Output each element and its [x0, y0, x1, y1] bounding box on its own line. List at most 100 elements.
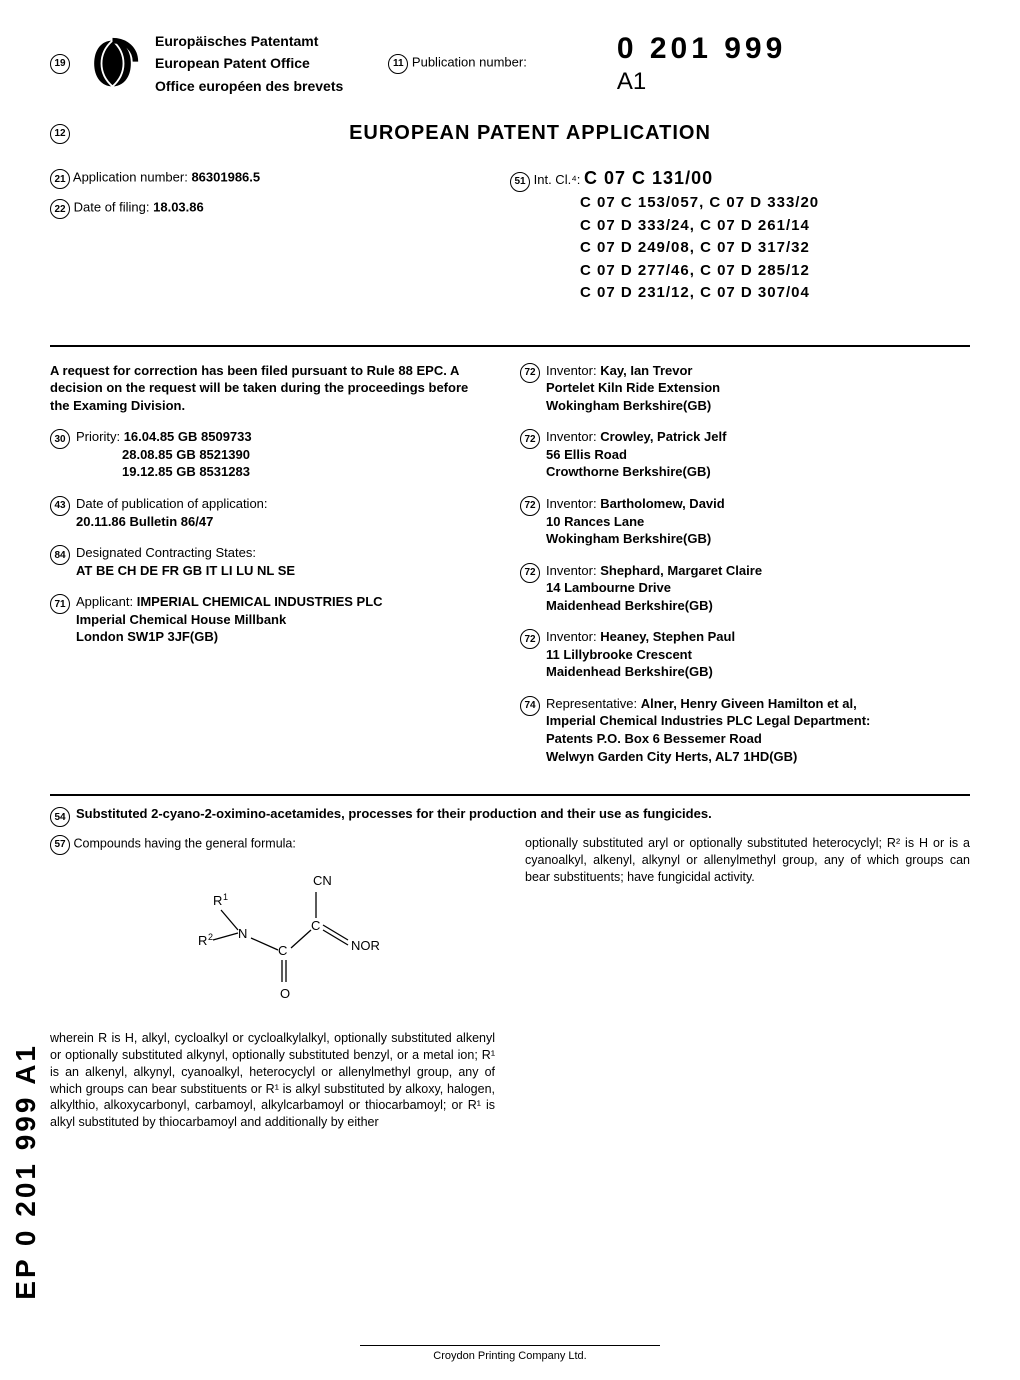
- applicant-addr2: London SW1P 3JF(GB): [76, 629, 218, 644]
- inid-30: 30: [50, 429, 70, 449]
- priority-label: Priority:: [76, 429, 120, 444]
- svg-text:R: R: [198, 933, 207, 948]
- inventor-name-1: Crowley, Patrick Jelf: [600, 429, 726, 444]
- inid-21: 21: [50, 169, 70, 189]
- inid-11: 11: [388, 54, 408, 74]
- inventor-addr1-2: 10 Rances Lane: [546, 514, 644, 529]
- inventor-name-0: Kay, Ian Trevor: [600, 363, 692, 378]
- rep-addr1: Imperial Chemical Industries PLC Legal D…: [546, 713, 870, 728]
- inventor-addr2-3: Maidenhead Berkshire(GB): [546, 598, 713, 613]
- svg-text:R: R: [213, 893, 222, 908]
- svg-text:NOR: NOR: [351, 938, 380, 953]
- priority-2: 19.12.85 GB 8531283: [122, 464, 250, 479]
- inid-12: 12: [50, 124, 70, 144]
- rep-addr2: Patents P.O. Box 6 Bessemer Road: [546, 731, 762, 746]
- ipc-extra-4: C 07 D 231/12, C 07 D 307/04: [580, 282, 970, 305]
- inventor-name-2: Bartholomew, David: [600, 496, 724, 511]
- svg-text:C: C: [278, 943, 287, 958]
- meta-top: 21 Application number: 86301986.5 22 Dat…: [50, 165, 970, 305]
- ipc-extra-3: C 07 D 277/46, C 07 D 285/12: [580, 260, 970, 283]
- svg-text:CN: CN: [313, 873, 332, 888]
- inventor-addr1-3: 14 Lambourne Drive: [546, 580, 671, 595]
- inid-54: 54: [50, 807, 70, 827]
- applicant-label: Applicant:: [76, 594, 133, 609]
- inventor-addr2-4: Maidenhead Berkshire(GB): [546, 664, 713, 679]
- inid-72-2: 72: [520, 496, 540, 516]
- filing-label: Date of filing:: [74, 200, 150, 215]
- inid-72-0: 72: [520, 363, 540, 383]
- inid-19: 19: [50, 54, 70, 74]
- svg-text:2: 2: [208, 932, 213, 942]
- inventor-addr1-1: 56 Ellis Road: [546, 447, 627, 462]
- abstract-columns: 57 Compounds having the general formula:…: [50, 835, 970, 1131]
- rep-addr3: Welwyn Garden City Herts, AL7 1HD(GB): [546, 749, 797, 764]
- inventor-name-3: Shephard, Margaret Claire: [600, 563, 762, 578]
- inid-51: 51: [510, 172, 530, 192]
- abstract-left-text: wherein R is H, alkyl, cycloalkyl or cyc…: [50, 1030, 495, 1131]
- inventor-addr2-2: Wokingham Berkshire(GB): [546, 531, 711, 546]
- inid-72-3: 72: [520, 563, 540, 583]
- inventor-label-2: Inventor:: [546, 496, 597, 511]
- svg-text:N: N: [238, 926, 247, 941]
- app-number: 86301986.5: [191, 170, 260, 185]
- ipc-label: Int. Cl.⁴:: [534, 172, 581, 187]
- kind-code: A1: [617, 68, 786, 96]
- rep-name: Alner, Henry Giveen Hamilton et al,: [641, 696, 857, 711]
- abstract-title: Substituted 2-cyano-2-oximino-acetamides…: [76, 806, 712, 827]
- biblio-block: A request for correction has been filed …: [50, 345, 970, 796]
- office-en: European Patent Office: [155, 52, 343, 74]
- ipc-extra-1: C 07 D 333/24, C 07 D 261/14: [580, 215, 970, 238]
- pubdate-label: Date of publication of application:: [76, 496, 268, 511]
- inid-72-1: 72: [520, 429, 540, 449]
- svg-text:C: C: [311, 918, 320, 933]
- inventor-label-1: Inventor:: [546, 429, 597, 444]
- publication-number: 0 201 999: [617, 32, 786, 66]
- office-de: Europäisches Patentamt: [155, 30, 343, 52]
- rep-label: Representative:: [546, 696, 637, 711]
- applicant-addr1: Imperial Chemical House Millbank: [76, 612, 286, 627]
- inventor-addr2-0: Wokingham Berkshire(GB): [546, 398, 711, 413]
- office-fr: Office européen des brevets: [155, 75, 343, 97]
- inid-74: 74: [520, 696, 540, 716]
- inid-84: 84: [50, 545, 70, 565]
- ipc-extra-2: C 07 D 249/08, C 07 D 317/32: [580, 237, 970, 260]
- publication-row: 11 Publication number: 0 201 999 A1: [388, 32, 786, 96]
- app-label: Application number:: [73, 170, 188, 185]
- inventor-name-4: Heaney, Stephen Paul: [600, 629, 735, 644]
- svg-text:1: 1: [223, 892, 228, 902]
- ipc-extra-0: C 07 C 153/057, C 07 D 333/20: [580, 192, 970, 215]
- svg-text:O: O: [280, 986, 290, 1001]
- abstract-right-text: optionally substituted aryl or optionall…: [525, 835, 970, 886]
- inventor-label-3: Inventor:: [546, 563, 597, 578]
- spine-number: EP 0 201 999 A1: [10, 1043, 42, 1300]
- inventor-addr2-1: Crowthorne Berkshire(GB): [546, 464, 711, 479]
- applicant-name: IMPERIAL CHEMICAL INDUSTRIES PLC: [137, 594, 383, 609]
- states-label: Designated Contracting States:: [76, 545, 256, 560]
- inventor-label-4: Inventor:: [546, 629, 597, 644]
- inid-72-4: 72: [520, 629, 540, 649]
- pubdate-value: 20.11.86 Bulletin 86/47: [76, 514, 213, 529]
- pub-label: Publication number:: [412, 54, 527, 69]
- filing-date: 18.03.86: [153, 200, 204, 215]
- ipc-main: C 07 C 131/00: [584, 168, 713, 188]
- inventor-label-0: Inventor:: [546, 363, 597, 378]
- priority-1: 28.08.85 GB 8521390: [122, 447, 250, 462]
- inventor-addr1-0: Portelet Kiln Ride Extension: [546, 380, 720, 395]
- chemical-formula: CN R1 R2 N C C NOR O: [90, 870, 495, 1015]
- priority-0: 16.04.85 GB 8509733: [124, 429, 252, 444]
- correction-notice: A request for correction has been filed …: [50, 362, 490, 415]
- inventor-addr1-4: 11 Lillybrooke Crescent: [546, 647, 692, 662]
- document-title: EUROPEAN PATENT APPLICATION: [90, 122, 970, 145]
- abstract-lead: Compounds having the general formula:: [73, 836, 295, 850]
- title-row: 12 EUROPEAN PATENT APPLICATION: [50, 122, 970, 145]
- abstract-title-row: 54 Substituted 2-cyano-2-oximino-acetami…: [50, 806, 970, 827]
- inid-57: 57: [50, 835, 70, 855]
- header: 19 Europäisches Patentamt European Paten…: [50, 30, 970, 97]
- states-value: AT BE CH DE FR GB IT LI LU NL SE: [76, 563, 295, 578]
- epo-logo: [85, 36, 140, 91]
- office-names: Europäisches Patentamt European Patent O…: [155, 30, 343, 97]
- footer: Croydon Printing Company Ltd.: [360, 1345, 660, 1362]
- inid-22: 22: [50, 199, 70, 219]
- inid-71: 71: [50, 594, 70, 614]
- inid-43: 43: [50, 496, 70, 516]
